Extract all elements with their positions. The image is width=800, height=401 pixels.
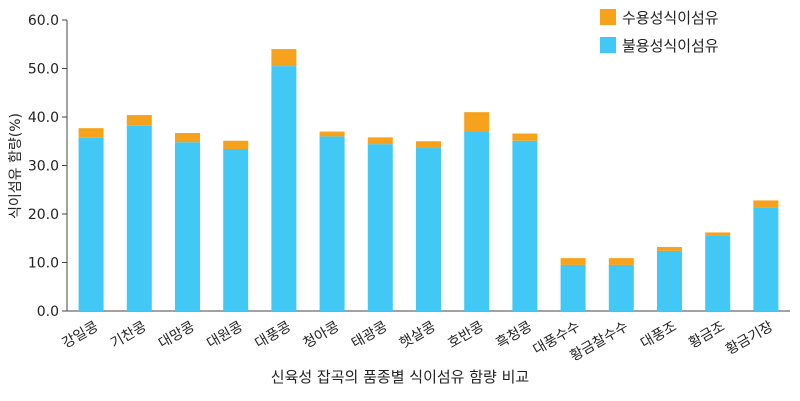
- bar-insoluble: [367, 144, 393, 311]
- x-tick-label: 호반콩: [445, 319, 487, 352]
- bar-soluble: [753, 200, 779, 208]
- bar-soluble: [560, 258, 586, 265]
- bar-insoluble: [657, 250, 682, 311]
- x-tick-label: 강일콩: [60, 319, 102, 352]
- x-tick-label: 대풍콩: [252, 319, 294, 352]
- x-tick-label: 흑청콩: [493, 318, 535, 352]
- y-tick-label: 0.0: [37, 304, 59, 320]
- bar-insoluble: [560, 264, 586, 311]
- bar-soluble: [78, 128, 104, 138]
- x-tick-label: 황금기장: [723, 319, 776, 359]
- legend-swatch: [600, 9, 616, 25]
- y-tick-label: 30.0: [28, 159, 59, 175]
- bar-soluble: [223, 140, 249, 150]
- chart-title: 신육성 잡곡의 품종별 식이섬유 함량 비교: [270, 368, 530, 386]
- x-tick-label: 대원콩: [204, 319, 246, 352]
- bar-soluble: [705, 232, 731, 236]
- y-tick-label: 60.0: [28, 13, 59, 29]
- y-axis-label: 식이섬유 함량(%): [8, 113, 24, 219]
- bar-soluble: [608, 258, 634, 265]
- bar-soluble: [512, 133, 538, 141]
- x-tick-label: 기찬콩: [108, 319, 150, 352]
- y-tick-label: 20.0: [28, 207, 59, 223]
- bar-insoluble: [319, 136, 345, 311]
- bar-insoluble: [753, 207, 779, 311]
- bar-soluble: [319, 131, 345, 137]
- y-tick-label: 40.0: [28, 110, 59, 126]
- x-tick-label: 대망콩: [156, 319, 198, 352]
- x-tick-label: 태광콩: [349, 319, 391, 352]
- bar-soluble: [416, 141, 441, 149]
- bar-insoluble: [512, 140, 538, 311]
- bar-insoluble: [78, 137, 104, 311]
- bar-insoluble: [126, 125, 152, 311]
- bar-soluble: [464, 112, 490, 132]
- y-tick-label: 10.0: [28, 256, 59, 272]
- bar-insoluble: [175, 142, 200, 311]
- bar-insoluble: [464, 131, 490, 311]
- bar-insoluble: [416, 148, 441, 311]
- x-tick-label: 청아콩: [301, 319, 343, 352]
- bar-insoluble: [705, 235, 731, 311]
- x-tick-label: 햇살콩: [397, 319, 439, 352]
- bar-soluble: [657, 246, 682, 251]
- bar-soluble: [271, 49, 297, 67]
- legend-label: 불용성식이섬유: [622, 37, 719, 55]
- y-tick-label: 50.0: [28, 62, 59, 78]
- bar-soluble: [367, 137, 393, 145]
- x-tick-label: 황금조: [686, 319, 728, 352]
- legend-swatch: [600, 37, 616, 53]
- bar-insoluble: [608, 264, 634, 311]
- bars: [78, 49, 779, 311]
- bar-soluble: [126, 115, 152, 126]
- bar-insoluble: [223, 149, 249, 311]
- bar-soluble: [175, 133, 200, 143]
- bar-insoluble: [271, 66, 297, 311]
- legend-label: 수용성식이섬유: [622, 9, 719, 27]
- x-tick-label: 대풍조: [638, 319, 680, 352]
